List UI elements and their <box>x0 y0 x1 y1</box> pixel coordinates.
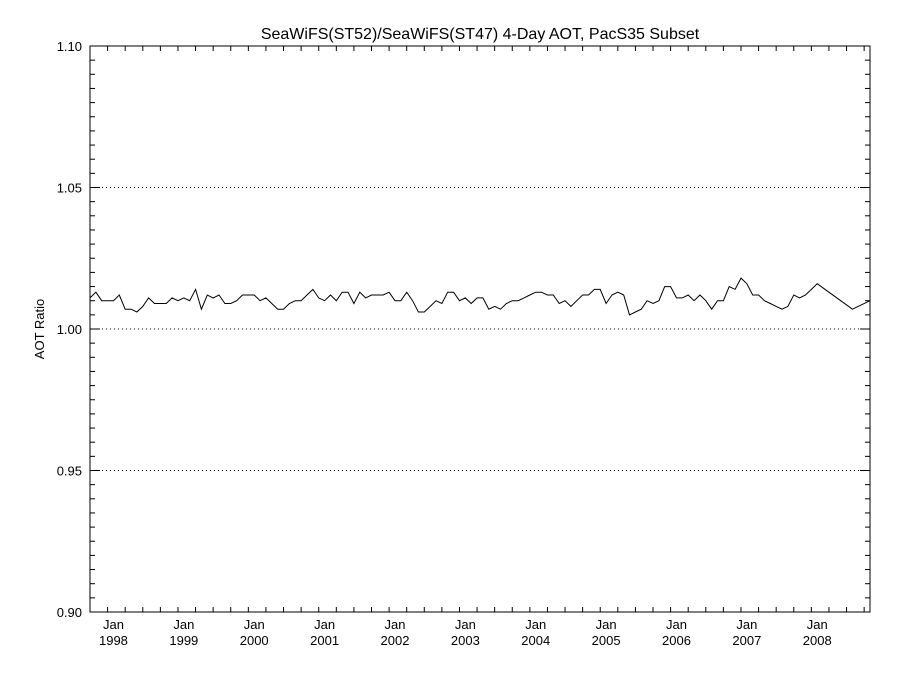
y-tick-label: 1.10 <box>57 39 82 54</box>
x-tick-label-month: Jan <box>807 617 828 632</box>
x-tick-labels: Jan1998Jan1999Jan2000Jan2001Jan2002Jan20… <box>99 617 832 648</box>
y-tick-label: 1.05 <box>57 181 82 196</box>
y-tick-label: 1.00 <box>57 322 82 337</box>
x-tick-label-month: Jan <box>455 617 476 632</box>
y-tick-label: 0.90 <box>57 605 82 620</box>
x-tick-label-year: 2003 <box>451 633 480 648</box>
x-tick-label-month: Jan <box>666 617 687 632</box>
y-axis-label: AOT Ratio <box>32 299 47 359</box>
x-tick-label-month: Jan <box>314 617 335 632</box>
y-tick-labels: 0.90 0.95 1.00 1.05 1.10 <box>57 39 82 620</box>
y-tick-label: 0.95 <box>57 464 82 479</box>
x-tick-label-year: 2007 <box>732 633 761 648</box>
x-tick-label-month: Jan <box>736 617 757 632</box>
reference-lines <box>90 187 870 471</box>
x-tick-label-year: 2004 <box>521 633 550 648</box>
x-tick-label-year: 2001 <box>310 633 339 648</box>
x-tick-label-year: 2000 <box>240 633 269 648</box>
x-tick-label-year: 2005 <box>592 633 621 648</box>
plot-area-frame <box>89 45 871 613</box>
x-tick-label-year: 1999 <box>169 633 198 648</box>
x-tick-label-month: Jan <box>384 617 405 632</box>
axis-ticks <box>89 45 870 613</box>
x-tick-label-month: Jan <box>103 617 124 632</box>
x-tick-label-month: Jan <box>525 617 546 632</box>
x-tick-label-month: Jan <box>596 617 617 632</box>
x-tick-label-year: 1998 <box>99 633 128 648</box>
x-tick-label-month: Jan <box>244 617 265 632</box>
series-line <box>89 277 871 316</box>
x-tick-label-year: 2008 <box>803 633 832 648</box>
x-tick-label-month: Jan <box>173 617 194 632</box>
chart-title: SeaWiFS(ST52)/SeaWiFS(ST47) 4-Day AOT, P… <box>261 26 700 43</box>
x-tick-label-year: 2002 <box>381 633 410 648</box>
x-tick-label-year: 2006 <box>662 633 691 648</box>
